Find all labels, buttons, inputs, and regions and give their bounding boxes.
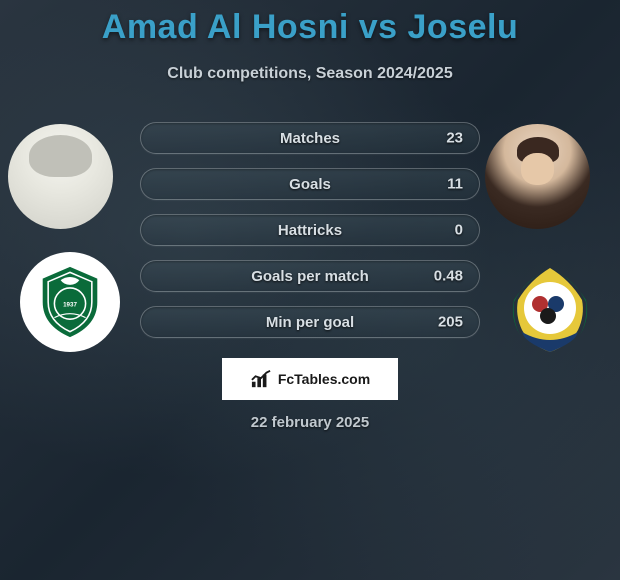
stat-label: Goals per match [251, 268, 369, 285]
stat-value: 23 [446, 130, 463, 147]
page-subtitle: Club competitions, Season 2024/2025 [0, 65, 620, 83]
stat-value: 0 [455, 222, 463, 239]
player-right-avatar [485, 124, 590, 229]
stat-label: Goals [289, 176, 331, 193]
stat-row-matches: Matches 23 [140, 122, 480, 154]
stat-label: Matches [280, 130, 340, 147]
stat-value: 0.48 [434, 268, 463, 285]
svg-text:1937: 1937 [63, 302, 77, 309]
page-title: Amad Al Hosni vs Joselu [0, 8, 620, 47]
brand-text: FcTables.com [278, 371, 370, 387]
stat-value: 11 [447, 176, 463, 193]
stats-list: Matches 23 Goals 11 Hattricks 0 Goals pe… [140, 122, 480, 352]
stat-value: 205 [438, 314, 463, 331]
stat-row-goals-per-match: Goals per match 0.48 [140, 260, 480, 292]
stat-row-min-per-goal: Min per goal 205 [140, 306, 480, 338]
chart-icon [250, 369, 272, 389]
club-left-crest-icon: 1937 [31, 263, 109, 341]
club-left-badge: 1937 [20, 252, 120, 352]
stat-label: Min per goal [266, 314, 354, 331]
stat-row-hattricks: Hattricks 0 [140, 214, 480, 246]
player-left-avatar [8, 124, 113, 229]
stat-row-goals: Goals 11 [140, 168, 480, 200]
stat-label: Hattricks [278, 222, 342, 239]
brand-badge: FcTables.com [222, 358, 398, 400]
infographic-container: Amad Al Hosni vs Joselu Club competition… [0, 0, 620, 580]
date-text: 22 february 2025 [0, 414, 620, 431]
club-right-crest-icon [500, 260, 600, 360]
club-right-badge [500, 260, 600, 360]
